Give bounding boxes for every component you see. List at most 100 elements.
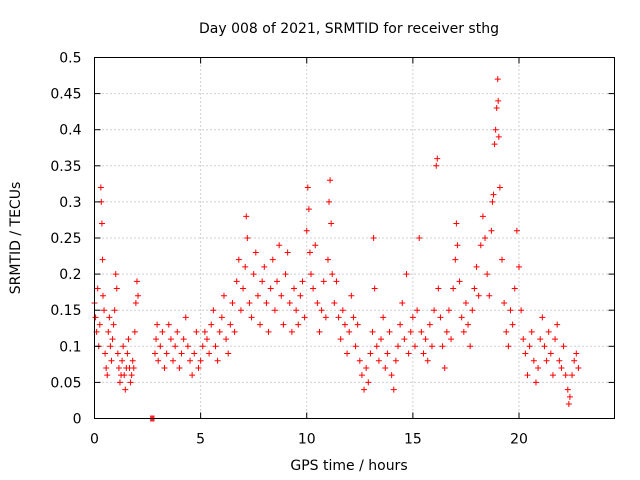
data-point [195, 364, 202, 371]
data-point [339, 307, 346, 314]
y-tick-label: 0.15 [50, 303, 81, 319]
data-point [154, 321, 161, 328]
x-tick-label: 0 [90, 432, 99, 448]
data-point [97, 184, 104, 191]
data-point [473, 263, 480, 270]
data-point [133, 278, 140, 285]
data-point [456, 278, 463, 285]
data-point [132, 299, 139, 306]
data-point [101, 307, 108, 314]
data-point [151, 350, 158, 357]
x-tick-label: 10 [298, 432, 316, 448]
data-point [295, 321, 302, 328]
data-point [265, 328, 272, 335]
data-point [324, 256, 331, 263]
data-point [92, 314, 99, 321]
data-point [528, 328, 535, 335]
data-point [284, 249, 291, 256]
data-points [91, 76, 582, 422]
data-point [350, 314, 357, 321]
data-point [401, 336, 408, 343]
data-point [214, 357, 221, 364]
data-point [384, 350, 391, 357]
x-tick-label: 15 [404, 432, 422, 448]
data-point [98, 220, 105, 227]
data-point [509, 321, 516, 328]
data-point [165, 321, 172, 328]
data-point [286, 299, 293, 306]
data-point [450, 285, 457, 292]
data-point [314, 299, 321, 306]
data-point [293, 307, 300, 314]
data-point [375, 357, 382, 364]
x-axis-label: GPS time / hours [290, 458, 407, 474]
data-point [494, 76, 501, 83]
data-point [322, 314, 329, 321]
data-point [373, 343, 380, 350]
y-tick-label: 0.2 [59, 267, 81, 283]
data-point [206, 350, 213, 357]
data-point [405, 350, 412, 357]
x-tick-label: 20 [510, 432, 528, 448]
data-point [365, 379, 372, 386]
data-point [159, 328, 166, 335]
data-point [242, 263, 249, 270]
data-point [441, 364, 448, 371]
data-point [532, 379, 539, 386]
data-point [121, 372, 128, 379]
data-point [107, 343, 114, 350]
data-point [416, 235, 423, 241]
data-point [274, 278, 281, 285]
data-point [257, 321, 264, 328]
data-point [276, 242, 283, 249]
y-tick-label: 0 [73, 412, 82, 428]
data-point [331, 299, 338, 306]
data-point [539, 314, 546, 321]
data-point [216, 328, 223, 335]
data-point [106, 314, 113, 321]
data-point [110, 321, 117, 328]
y-tick-label: 0.45 [50, 87, 81, 103]
data-point [180, 336, 187, 343]
data-point [491, 141, 498, 148]
y-tick-label: 0.25 [50, 231, 81, 247]
data-point [225, 350, 232, 357]
data-point [111, 307, 118, 314]
data-point [157, 343, 164, 350]
axis-ticks: 0 0.05 0.1 0.15 0.2 0.25 0.3 0.35 0.4 0.45 0.5 0 5 10… [50, 51, 615, 448]
data-point [310, 285, 317, 292]
data-point [112, 271, 119, 278]
data-point [348, 292, 355, 299]
data-point [184, 343, 191, 350]
data-point [176, 364, 183, 371]
data-point [367, 350, 374, 357]
data-point [518, 307, 525, 314]
data-point [335, 314, 342, 321]
data-point [124, 350, 131, 357]
data-point [161, 364, 168, 371]
data-point [492, 126, 499, 133]
data-point [235, 256, 242, 263]
data-point [420, 350, 427, 357]
data-point [403, 271, 410, 278]
data-point [465, 321, 472, 328]
data-point [378, 336, 385, 343]
data-point [127, 379, 134, 386]
data-point [564, 386, 571, 393]
data-point [571, 357, 578, 364]
grid [94, 57, 615, 419]
data-point [174, 328, 181, 335]
data-point [503, 328, 510, 335]
data-point [392, 357, 399, 364]
data-point [316, 328, 323, 335]
data-point [511, 285, 518, 292]
data-point [541, 343, 548, 350]
data-point [244, 235, 251, 241]
data-point [513, 227, 520, 234]
data-point [201, 328, 208, 335]
data-point [199, 343, 206, 350]
data-point [99, 292, 106, 299]
data-point [94, 285, 101, 292]
data-point [115, 364, 122, 371]
